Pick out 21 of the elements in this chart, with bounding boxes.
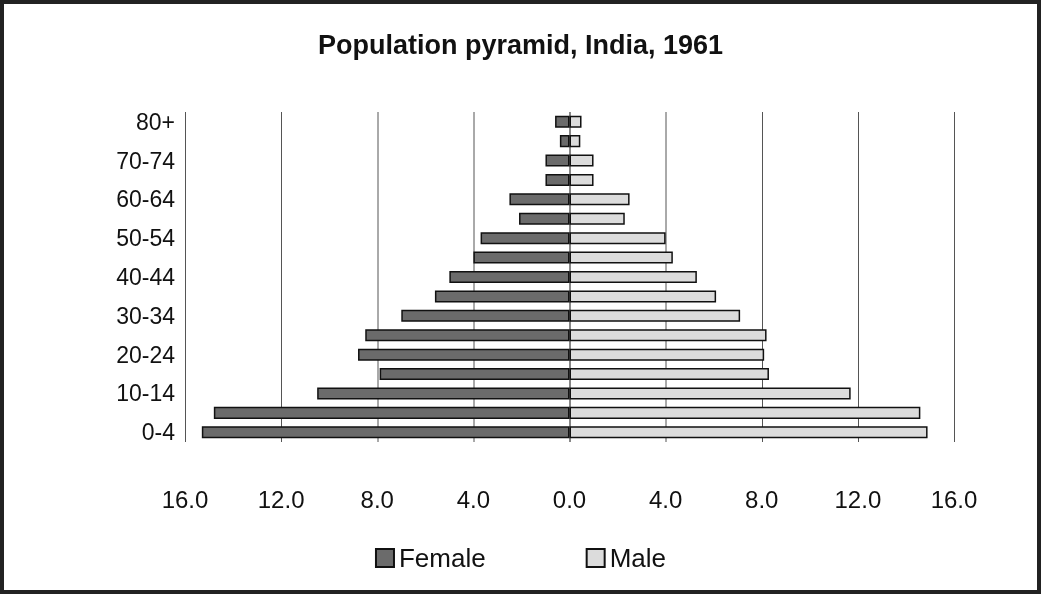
y-tick-label: 70-74	[116, 147, 176, 174]
y-tick-label: 50-54	[116, 225, 176, 252]
x-tick-label: 0.0	[552, 485, 587, 513]
x-tick-label: 12.0	[257, 485, 305, 513]
x-tick-label: 12.0	[834, 485, 882, 513]
y-tick-label: 80+	[135, 108, 175, 135]
x-tick-label: 16.0	[930, 485, 978, 513]
x-tick-label: 8.0	[360, 485, 394, 513]
x-tick-label: 16.0	[161, 485, 209, 513]
y-tick-label: 60-64	[116, 186, 176, 213]
legend-label: Female	[398, 543, 486, 573]
x-tick-label: 8.0	[745, 485, 779, 513]
legend-label: Male	[609, 543, 667, 573]
y-tick-label: 0-4	[141, 419, 176, 446]
y-tick-label: 20-24	[116, 341, 176, 368]
x-tick-label: 4.0	[648, 485, 683, 513]
y-tick-label: 40-44	[116, 264, 176, 290]
y-tick-label: 30-34	[116, 302, 176, 329]
chart-title: Population pyramid, India, 1961	[317, 29, 724, 60]
x-tick-label: 4.0	[456, 485, 491, 513]
y-tick-label: 10-14	[116, 380, 176, 407]
